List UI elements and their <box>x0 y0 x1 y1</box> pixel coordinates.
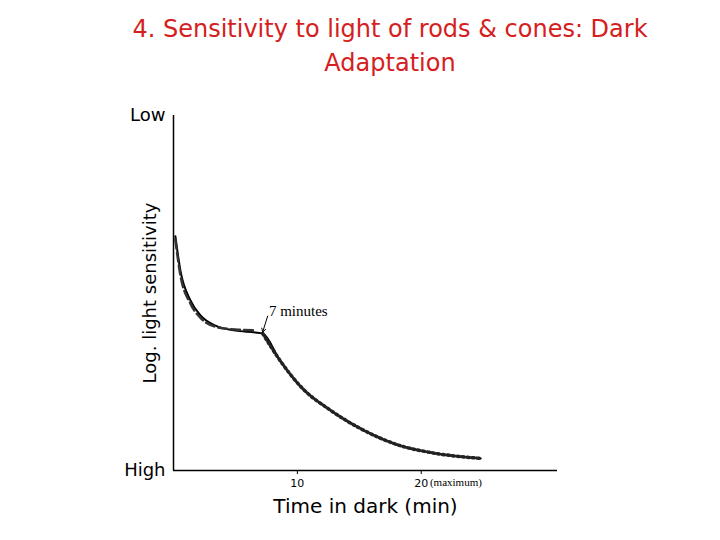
svg-text:Low: Low <box>130 104 165 125</box>
svg-text:High: High <box>124 459 165 480</box>
svg-text:10: 10 <box>290 477 304 490</box>
html-text:4. Sensitivity to light of rod: 4. Sensitivity to light of rods & cones:… <box>132 15 648 77</box>
svg-text:7 minutes: 7 minutes <box>269 303 328 319</box>
svg-text:Log. light sensitivity: Log. light sensitivity <box>139 202 160 383</box>
svg-text:20: 20 <box>414 477 428 490</box>
svg-text:(maximum): (maximum) <box>430 476 482 489</box>
svg-text:Time in dark (min): Time in dark (min) <box>272 494 457 518</box>
